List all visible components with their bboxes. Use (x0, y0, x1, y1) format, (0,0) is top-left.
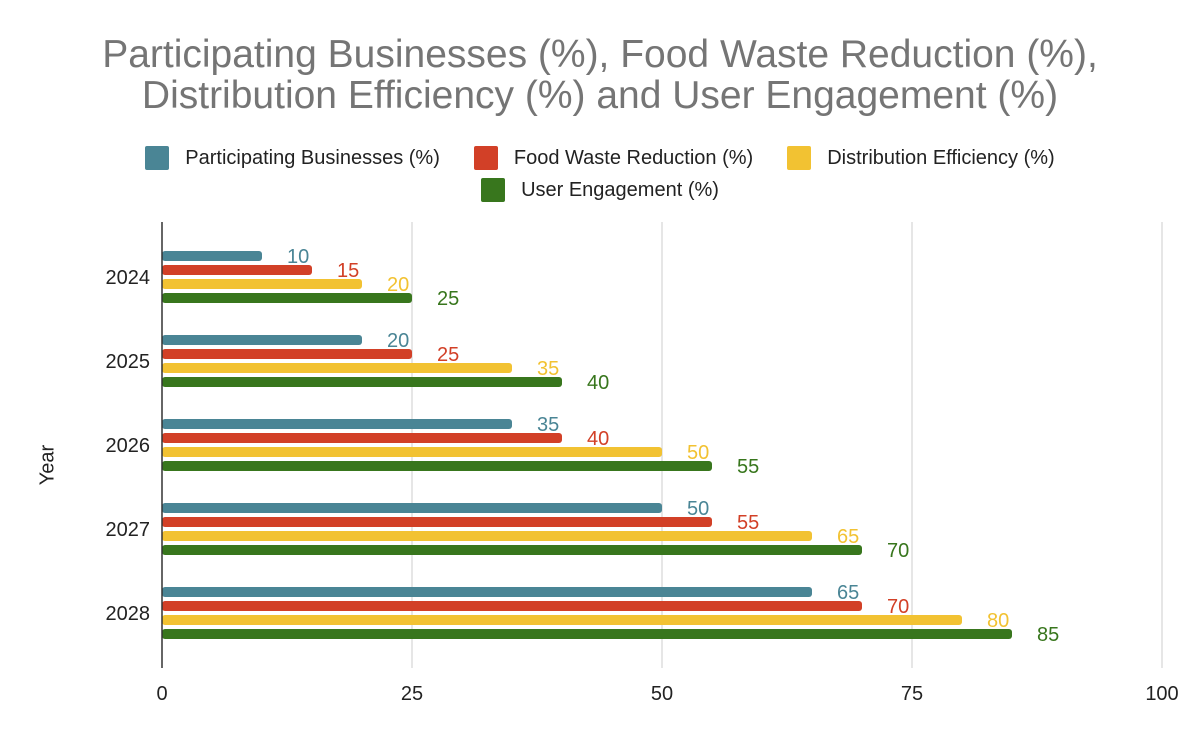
data-label-user-engagement-2028: 85 (1037, 624, 1059, 646)
data-label-participating-businesses-2024: 10 (287, 246, 309, 268)
bar-food-waste-reduction-2028 (162, 601, 862, 611)
legend-swatch-food-waste-reduction (473, 146, 498, 170)
data-label-user-engagement-2026: 55 (737, 456, 759, 478)
legend-label-participating-businesses: Participating Businesses (%) (185, 146, 440, 169)
bar-food-waste-reduction-2024 (162, 265, 312, 275)
bar-participating-businesses-2024 (162, 251, 262, 261)
chart-title-line-1: Participating Businesses (%), Food Waste… (102, 33, 1098, 76)
data-label-user-engagement-2027: 70 (887, 540, 909, 562)
bar-distribution-efficiency-2025 (162, 363, 512, 373)
legend-swatch-distribution-efficiency (787, 146, 812, 170)
x-tick-label-50: 50 (651, 683, 673, 705)
legend-swatch-user-engagement (481, 178, 506, 202)
legend-item-distribution-efficiency[interactable]: Distribution Efficiency (%) (787, 146, 1055, 170)
data-label-user-engagement-2025: 40 (587, 372, 609, 394)
bar-user-engagement-2028 (162, 629, 1012, 639)
bar-distribution-efficiency-2024 (162, 279, 362, 289)
data-label-distribution-efficiency-2028: 80 (987, 610, 1009, 632)
bar-user-engagement-2026 (162, 461, 712, 471)
bar-distribution-efficiency-2026 (162, 447, 662, 457)
x-tick-label-25: 25 (401, 683, 423, 705)
data-label-distribution-efficiency-2024: 20 (387, 274, 409, 296)
legend-label-user-engagement: User Engagement (%) (521, 178, 719, 201)
y-tick-label-2026: 2026 (106, 435, 151, 457)
legend-row-2: User Engagement (%) (0, 174, 1200, 206)
data-label-participating-businesses-2025: 20 (387, 330, 409, 352)
data-label-food-waste-reduction-2027: 55 (737, 512, 759, 534)
bar-food-waste-reduction-2025 (162, 349, 412, 359)
data-label-distribution-efficiency-2027: 65 (837, 526, 859, 548)
legend-row-1: Participating Businesses (%) Food Waste … (0, 142, 1200, 174)
data-label-participating-businesses-2027: 50 (687, 498, 709, 520)
x-tick-label-100: 100 (1145, 683, 1178, 705)
bar-food-waste-reduction-2027 (162, 517, 712, 527)
bar-food-waste-reduction-2026 (162, 433, 562, 443)
legend-swatch-participating-businesses (145, 146, 170, 170)
x-tick-label-0: 0 (156, 683, 167, 705)
data-label-distribution-efficiency-2026: 50 (687, 442, 709, 464)
y-tick-label-2028: 2028 (106, 603, 151, 625)
bar-participating-businesses-2027 (162, 503, 662, 513)
bar-participating-businesses-2025 (162, 335, 362, 345)
data-label-food-waste-reduction-2026: 40 (587, 428, 609, 450)
data-label-distribution-efficiency-2025: 35 (537, 358, 559, 380)
y-tick-label-2024: 2024 (106, 267, 151, 289)
legend-label-food-waste-reduction: Food Waste Reduction (%) (513, 146, 754, 169)
legend: Participating Businesses (%) Food Waste … (0, 142, 1200, 206)
bar-user-engagement-2027 (162, 545, 862, 555)
bar-distribution-efficiency-2027 (162, 531, 812, 541)
y-tick-label-2025: 2025 (106, 351, 151, 373)
data-label-participating-businesses-2026: 35 (537, 414, 559, 436)
data-label-food-waste-reduction-2025: 25 (437, 344, 459, 366)
chart-title: Participating Businesses (%), Food Waste… (0, 34, 1200, 116)
y-tick-label-2027: 2027 (106, 519, 151, 541)
chart-title-line-2: Distribution Efficiency (%) and User Eng… (141, 74, 1059, 117)
x-tick-label-75: 75 (901, 683, 923, 705)
bar-user-engagement-2024 (162, 293, 412, 303)
data-label-food-waste-reduction-2024: 15 (337, 260, 359, 282)
bar-participating-businesses-2026 (162, 419, 512, 429)
bar-user-engagement-2025 (162, 377, 562, 387)
bar-distribution-efficiency-2028 (162, 615, 962, 625)
legend-item-user-engagement[interactable]: User Engagement (%) (481, 178, 719, 202)
data-label-food-waste-reduction-2028: 70 (887, 596, 909, 618)
data-label-participating-businesses-2028: 65 (837, 582, 859, 604)
data-label-user-engagement-2024: 25 (437, 288, 459, 310)
legend-label-distribution-efficiency: Distribution Efficiency (%) (827, 146, 1055, 169)
legend-item-food-waste-reduction[interactable]: Food Waste Reduction (%) (473, 146, 754, 170)
bar-participating-businesses-2028 (162, 587, 812, 597)
legend-item-participating-businesses[interactable]: Participating Businesses (%) (145, 146, 440, 170)
